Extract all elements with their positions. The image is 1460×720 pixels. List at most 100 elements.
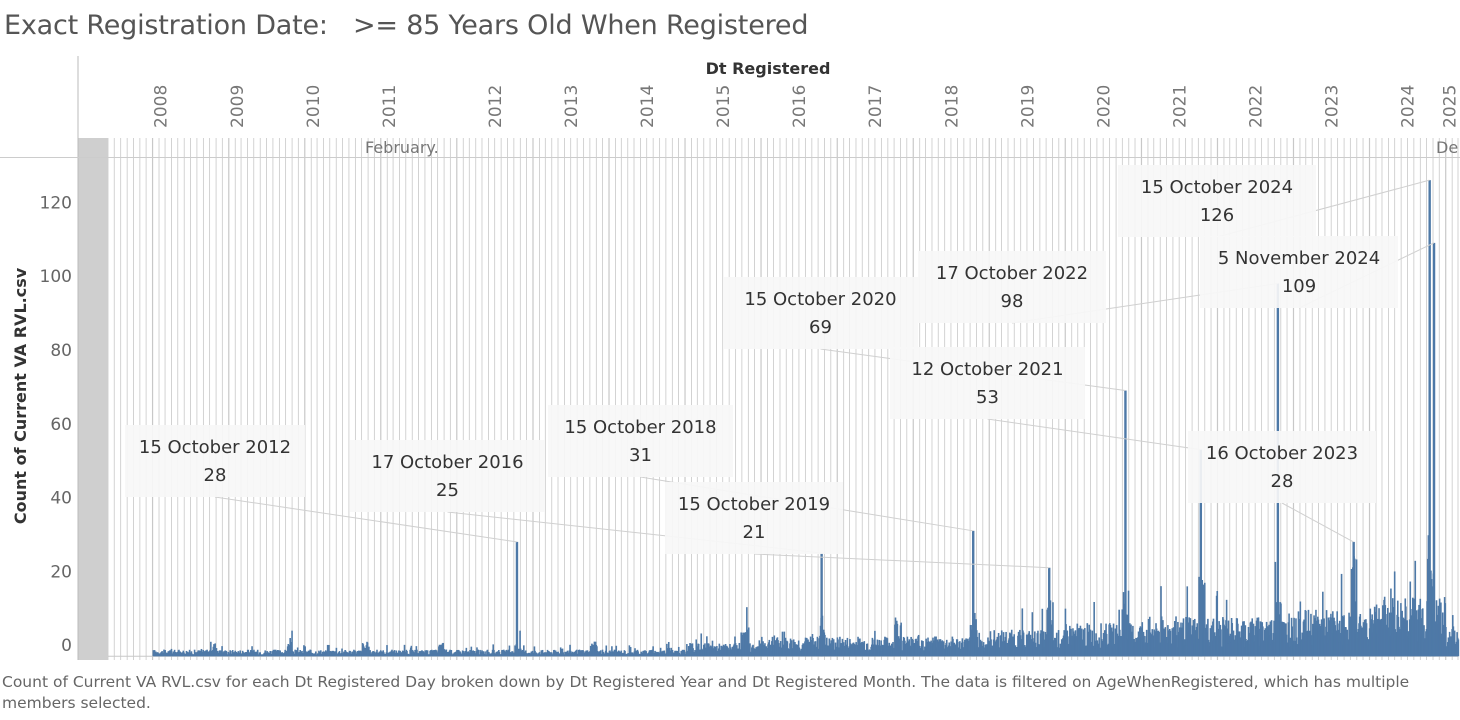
daily-bar — [742, 632, 744, 657]
daily-bar — [386, 645, 388, 657]
callout-value: 28 — [1271, 471, 1294, 492]
callout-date: 15 October 2012 — [139, 437, 291, 458]
daily-bar — [459, 652, 462, 657]
daily-bar — [503, 650, 506, 657]
daily-bar — [416, 649, 418, 657]
daily-bar — [231, 650, 234, 657]
y-tick-label: 80 — [50, 341, 72, 361]
daily-bar — [1102, 632, 1105, 657]
daily-bar — [720, 645, 723, 657]
daily-bar — [880, 640, 882, 657]
daily-bar — [1305, 610, 1307, 657]
daily-bar — [368, 646, 370, 657]
callout-date: 17 October 2016 — [371, 452, 523, 473]
daily-bar — [1182, 618, 1185, 657]
callout-leader — [753, 553, 1050, 569]
y-axis-title: Count of Current VA RVL.csv — [11, 267, 30, 524]
daily-bar — [1121, 609, 1124, 657]
daily-bar — [773, 635, 776, 657]
daily-bar — [1393, 571, 1396, 657]
daily-bar — [493, 649, 495, 657]
daily-bar — [791, 640, 793, 657]
daily-bar — [857, 636, 859, 657]
year-label: 2019 — [1018, 85, 1038, 128]
daily-bar — [1114, 628, 1117, 657]
daily-bar — [824, 634, 826, 657]
peak-bar — [515, 541, 519, 657]
callout-value: 28 — [204, 465, 227, 486]
daily-bar — [935, 636, 937, 657]
daily-bar — [711, 640, 714, 657]
daily-bar — [465, 647, 468, 657]
daily-bar — [435, 650, 438, 657]
daily-bar — [758, 640, 761, 657]
daily-bar — [1029, 634, 1032, 657]
daily-bar — [619, 651, 621, 657]
daily-bar — [1192, 620, 1195, 657]
daily-bar — [611, 646, 613, 657]
peak-bar — [1432, 242, 1436, 657]
daily-bar — [391, 649, 393, 657]
daily-bar — [1327, 617, 1330, 657]
daily-bar — [1258, 628, 1260, 657]
callout-box — [723, 277, 918, 349]
callout-value: 25 — [436, 480, 459, 501]
daily-bar — [477, 649, 480, 657]
daily-bar — [1391, 598, 1394, 657]
daily-bar — [341, 648, 343, 657]
daily-bar — [842, 642, 845, 657]
daily-bar — [383, 652, 385, 657]
y-tick-label: 60 — [50, 415, 72, 435]
daily-bar — [1037, 630, 1039, 657]
daily-bar — [978, 632, 981, 657]
daily-bar — [641, 652, 643, 657]
daily-bar — [731, 646, 734, 657]
daily-bar — [982, 642, 985, 657]
daily-bar — [421, 650, 423, 657]
daily-bar — [812, 637, 814, 657]
daily-bar — [1378, 608, 1380, 657]
daily-bar — [659, 647, 662, 657]
daily-bar — [1052, 602, 1054, 657]
daily-bar — [1120, 636, 1122, 657]
daily-bar — [1177, 621, 1179, 657]
month-gridlines — [107, 138, 1459, 660]
daily-bar — [1009, 633, 1012, 657]
daily-bar — [642, 650, 645, 657]
daily-bar — [762, 641, 764, 657]
daily-bar — [1057, 630, 1060, 657]
chart-caption: Count of Current VA RVL.csv for each Dt … — [2, 673, 1410, 712]
daily-bar — [1186, 586, 1189, 657]
daily-bar — [496, 651, 499, 657]
daily-bar — [495, 651, 498, 657]
daily-bar — [1445, 626, 1447, 657]
daily-bar — [376, 649, 378, 657]
daily-bar — [210, 641, 212, 657]
daily-bar — [1400, 603, 1402, 657]
daily-bar — [690, 644, 693, 657]
peak-bar — [1199, 449, 1203, 657]
callout-date: 15 October 2024 — [1141, 177, 1293, 198]
daily-bar — [1348, 612, 1350, 657]
daily-bar — [569, 644, 571, 657]
daily-bar — [445, 649, 448, 657]
daily-bar — [1288, 613, 1290, 657]
y-tick-label: 120 — [40, 193, 72, 213]
daily-bar — [389, 651, 391, 657]
daily-bar — [1105, 633, 1108, 657]
y-tick-label: 0 — [61, 636, 72, 656]
daily-bar — [996, 636, 999, 657]
daily-bar — [569, 650, 572, 657]
callout-box — [890, 347, 1085, 419]
daily-bar — [576, 649, 578, 657]
daily-bar — [1414, 560, 1417, 657]
daily-bar — [974, 612, 976, 657]
daily-bar — [461, 650, 464, 657]
daily-bar — [1388, 612, 1391, 657]
daily-bar — [681, 649, 684, 657]
daily-bar — [1338, 620, 1341, 657]
daily-bar — [1180, 622, 1182, 657]
month-row-label: De — [1436, 138, 1458, 157]
daily-bar — [1355, 559, 1358, 657]
peak-bar — [1048, 567, 1051, 657]
